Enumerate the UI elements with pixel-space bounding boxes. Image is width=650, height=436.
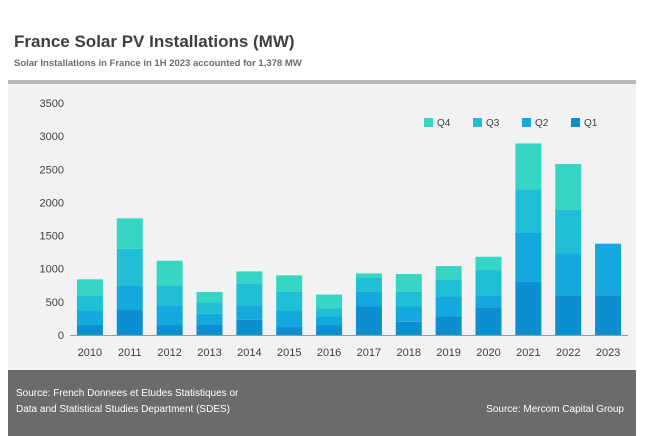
bar-segment-q3: [276, 291, 303, 311]
chart-card: France Solar PV Installations (MW) Solar…: [8, 22, 636, 436]
bar-segment-q3: [355, 277, 382, 292]
bar-segment-q3: [475, 270, 502, 296]
bar-segment-q2: [555, 253, 582, 296]
bar-segment-q4: [236, 271, 263, 284]
bar-segment-q1: [196, 324, 223, 335]
bar-segment-q1: [276, 327, 303, 335]
bar-segment-q2: [475, 295, 502, 308]
bar-segment-q1: [475, 307, 502, 335]
bar-segment-q2: [316, 316, 343, 326]
header-divider: [8, 80, 636, 84]
bar-segment-q4: [515, 143, 542, 190]
bar-segment-q3: [316, 308, 343, 317]
legend-label-q2: Q2: [535, 118, 549, 129]
legend-swatch-q1: [571, 118, 580, 127]
bar-segment-q4: [76, 279, 103, 296]
x-tick-label: 2013: [197, 347, 221, 359]
bar-segment-q4: [156, 260, 183, 286]
bar-segment-q2: [276, 310, 303, 328]
x-tick-label: 2020: [476, 347, 500, 359]
y-tick-label: 1500: [40, 231, 64, 243]
bar-segment-q2: [236, 305, 263, 320]
legend-label-q3: Q3: [486, 118, 500, 129]
chart-header: France Solar PV Installations (MW) Solar…: [8, 22, 636, 82]
legend-swatch-q4: [424, 118, 433, 127]
bar-segment-q2: [595, 243, 622, 296]
bar-segment-q1: [316, 325, 343, 335]
x-tick-label: 2019: [436, 347, 460, 359]
y-tick-label: 500: [46, 297, 64, 309]
y-tick-label: 3000: [40, 131, 64, 143]
bar-segment-q3: [515, 189, 542, 233]
bar-segment-q2: [196, 313, 223, 325]
y-tick-label: 2000: [40, 197, 64, 209]
legend-label-q4: Q4: [437, 118, 451, 129]
x-tick-label: 2018: [397, 347, 421, 359]
legend-swatch-q2: [522, 118, 531, 127]
bar-segment-q1: [595, 295, 622, 335]
bar-segment-q2: [76, 310, 103, 326]
stacked-bar-chart: 0 500 1000 1500 2000 2500 3000 3500 2010 2011 2012…: [40, 98, 628, 359]
x-tick-label: 2014: [237, 347, 261, 359]
source-left-line1: Source: French Donnees et Etudes Statist…: [16, 388, 239, 399]
bar-segment-q1: [236, 319, 263, 335]
bar-segment-q2: [156, 305, 183, 326]
bar-segment-q4: [116, 218, 143, 249]
bar-segment-q3: [395, 291, 422, 307]
y-tick-label: 0: [58, 330, 64, 342]
bar-segment-q3: [236, 283, 263, 306]
y-tick-label: 3500: [40, 98, 64, 110]
bar-segment-q2: [515, 232, 542, 282]
x-tick-label: 2017: [357, 347, 381, 359]
bar-segment-q4: [555, 163, 582, 210]
x-tick-label: 2016: [317, 347, 341, 359]
bar-segment-q3: [156, 285, 183, 306]
bar-segment-q1: [555, 295, 582, 335]
x-tick-label: 2015: [277, 347, 301, 359]
bar-segment-q4: [355, 273, 382, 278]
bar-segment-q4: [395, 274, 422, 292]
bar-segment-q4: [196, 291, 223, 303]
bar-segment-q3: [196, 302, 223, 314]
bar-segment-q2: [435, 296, 462, 317]
legend-label-q1: Q1: [584, 118, 598, 129]
bar-segment-q4: [276, 275, 303, 292]
bar-segment-q2: [116, 285, 143, 310]
bar-segment-q3: [435, 279, 462, 297]
source-footer: Source: French Donnees et Etudes Statist…: [8, 370, 636, 436]
chart-subtitle: Solar Installations in France in 1H 2023…: [14, 58, 302, 69]
x-tick-label: 2022: [556, 347, 580, 359]
bar-segment-q4: [435, 266, 462, 280]
bar-segment-q1: [76, 325, 103, 335]
bar-segment-q1: [156, 325, 183, 335]
y-tick-label: 2500: [40, 164, 64, 176]
bar-segment-q3: [116, 248, 143, 286]
y-tick-label: 1000: [40, 264, 64, 276]
source-right: Source: Mercom Capital Group: [486, 404, 624, 415]
legend-swatch-q3: [473, 118, 482, 127]
bar-segment-q3: [555, 209, 582, 254]
x-tick-label: 2023: [596, 347, 620, 359]
chart-title: France Solar PV Installations (MW): [14, 32, 295, 51]
source-left-line2: Data and Statistical Studies Department …: [16, 404, 230, 415]
bar-segment-q1: [435, 316, 462, 335]
bar-segment-q2: [355, 291, 382, 307]
x-tick-label: 2021: [516, 347, 540, 359]
bar-segment-q4: [316, 294, 343, 309]
bar-segment-q1: [116, 309, 143, 335]
bar-segment-q1: [395, 321, 422, 335]
x-tick-label: 2011: [118, 347, 142, 359]
x-tick-label: 2010: [78, 347, 102, 359]
x-tick-label: 2012: [157, 347, 181, 359]
bar-segment-q1: [515, 281, 542, 335]
bar-segment-q4: [475, 256, 502, 271]
bar-segment-q2: [395, 306, 422, 322]
source-left: Source: French Donnees et Etudes Statist…: [16, 386, 316, 418]
bar-segment-q1: [355, 306, 382, 335]
bar-segment-q3: [76, 295, 103, 311]
